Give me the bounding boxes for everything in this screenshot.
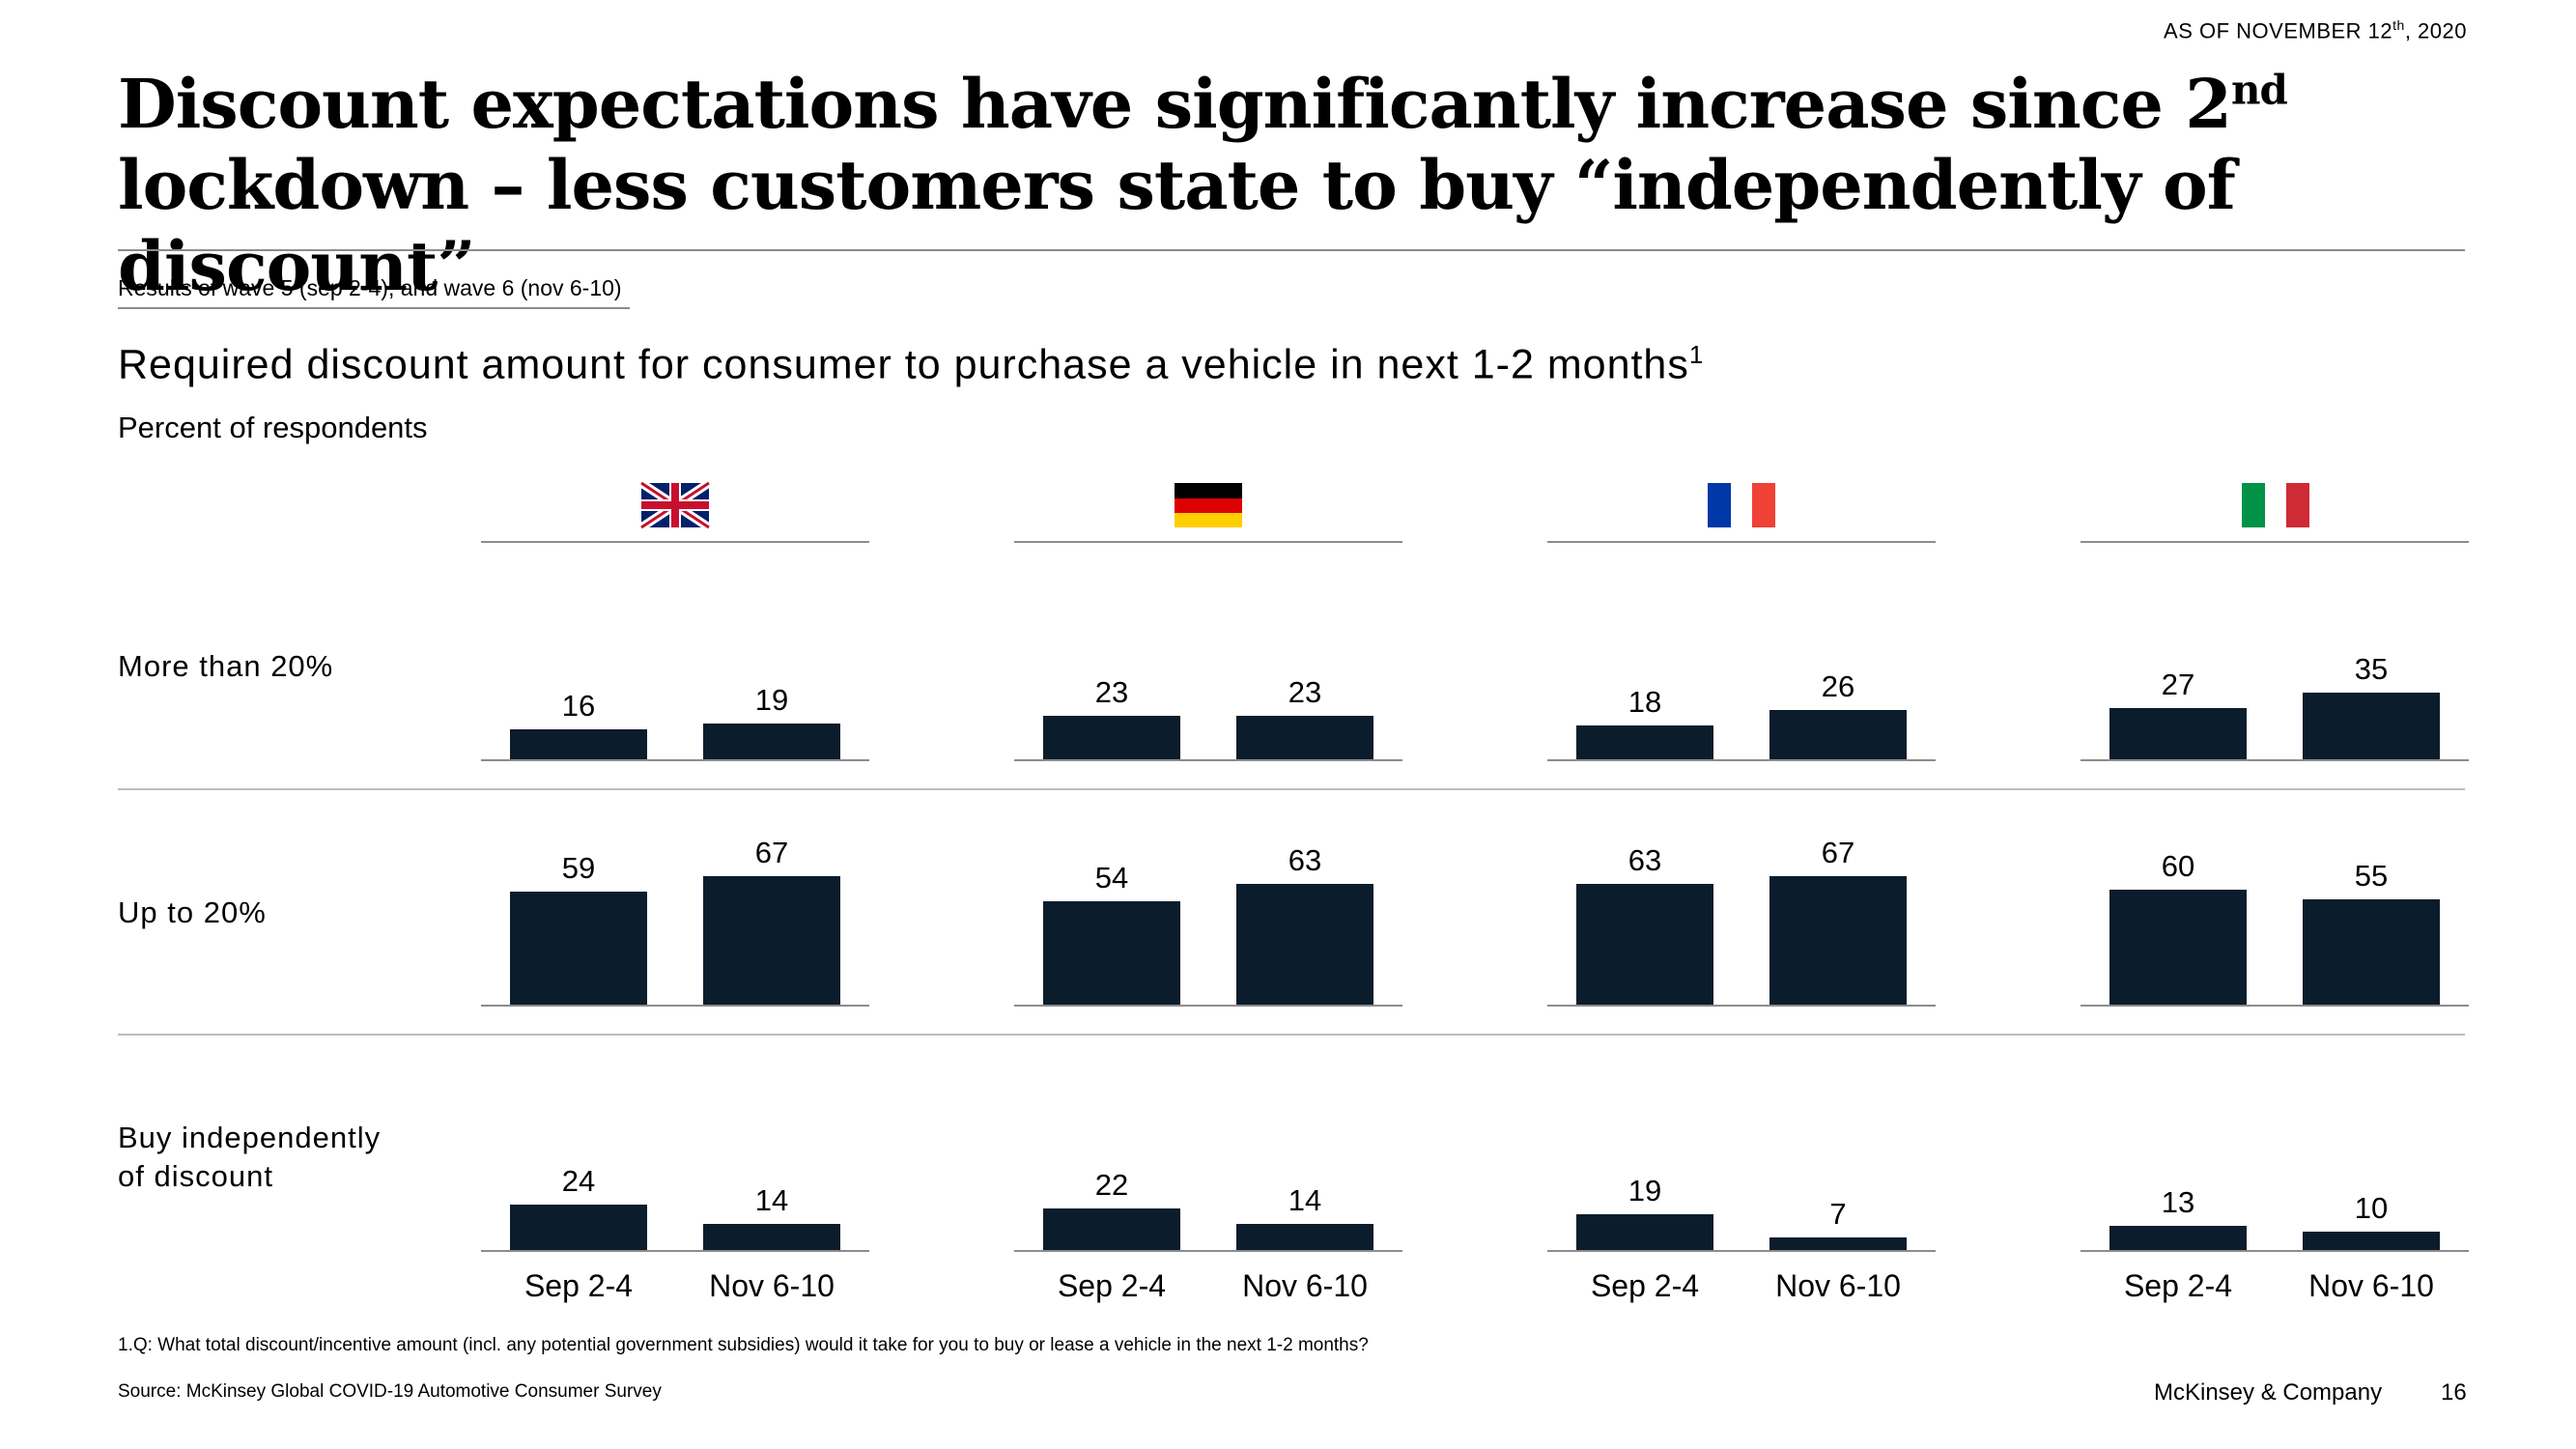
waves-label: Results of wave 5 (sep 2-4), and wave 6 … [118, 275, 630, 309]
chart-subtitle: Required discount amount for consumer to… [118, 340, 1704, 388]
bar [1236, 884, 1373, 1006]
title-line2: lockdown – less customers state to buy “… [118, 145, 2236, 306]
row-divider-2 [118, 1034, 2465, 1036]
bar [1043, 1208, 1180, 1251]
data-label: 60 [2162, 849, 2194, 883]
france-flag-icon [1708, 483, 1775, 527]
bar [1769, 1237, 1907, 1251]
as-of-prefix: AS OF NOVEMBER 12 [2164, 18, 2393, 43]
bar [1576, 725, 1713, 760]
row-divider-1 [118, 788, 2465, 790]
italy-flag-icon [2242, 483, 2309, 527]
bar [2303, 693, 2440, 760]
data-label: 14 [755, 1183, 788, 1217]
bar [1576, 884, 1713, 1006]
data-label: 63 [1288, 843, 1321, 877]
data-label: 23 [1095, 675, 1128, 709]
bar [2109, 890, 2247, 1006]
bar [2303, 1232, 2440, 1251]
bar [1576, 1214, 1713, 1251]
x-tick-label: Nov 6-10 [2308, 1268, 2434, 1303]
bar [703, 876, 840, 1006]
x-tick-label: Sep 2-4 [524, 1268, 633, 1303]
as-of-sup: th [2392, 17, 2405, 33]
data-label: 24 [562, 1164, 595, 1198]
data-label: 23 [1288, 675, 1321, 709]
x-tick-label: Nov 6-10 [1775, 1268, 1901, 1303]
x-tick-label: Sep 2-4 [2124, 1268, 2232, 1303]
x-tick-label: Sep 2-4 [1058, 1268, 1166, 1303]
data-label: 7 [1829, 1197, 1846, 1231]
data-label: 55 [2355, 859, 2388, 893]
data-label: 35 [2355, 652, 2388, 686]
data-label: 54 [1095, 861, 1128, 895]
as-of-date: AS OF NOVEMBER 12th, 2020 [2164, 17, 2467, 43]
bar [2109, 1226, 2247, 1251]
x-tick-label: Sep 2-4 [1591, 1268, 1699, 1303]
data-label: 22 [1095, 1168, 1128, 1202]
unit-label: Percent of respondents [118, 411, 428, 444]
source-note: Source: McKinsey Global COVID-19 Automot… [118, 1381, 662, 1402]
data-label: 59 [562, 851, 595, 885]
bar [1043, 901, 1180, 1006]
data-label: 16 [562, 689, 595, 723]
data-label: 13 [2162, 1185, 2194, 1219]
row-label-up-to-20: Up to 20% [118, 895, 267, 929]
title-sup: nd [2231, 66, 2288, 114]
brand-label: McKinsey & Company [2154, 1379, 2383, 1406]
bar [510, 1205, 647, 1251]
title-line1: Discount expectations have significantly… [118, 64, 2232, 144]
bar [1043, 716, 1180, 760]
bar [1769, 876, 1907, 1006]
bar [2303, 899, 2440, 1006]
uk-flag-icon [638, 479, 712, 531]
data-label: 67 [755, 836, 788, 869]
bar [510, 729, 647, 760]
footnote: 1.Q: What total discount/incentive amoun… [118, 1335, 1369, 1355]
x-tick-label: Nov 6-10 [1242, 1268, 1368, 1303]
x-tick-label: Nov 6-10 [709, 1268, 835, 1303]
row-label-line2: of discount [118, 1159, 273, 1193]
subtitle-text: Required discount amount for consumer to… [118, 341, 1689, 388]
title-divider [118, 249, 2465, 251]
row-label-line1: Buy independently [118, 1121, 382, 1154]
row-label-buy-independently: Buy independently of discount [118, 1119, 381, 1196]
data-label: 18 [1628, 685, 1661, 719]
data-label: 63 [1628, 843, 1661, 877]
data-label: 19 [1628, 1174, 1661, 1208]
bar [703, 1224, 840, 1251]
data-label: 27 [2162, 668, 2194, 701]
germany-flag-icon [1175, 483, 1242, 527]
bar [2109, 708, 2247, 760]
row-label-more-than-20: More than 20% [118, 649, 334, 683]
data-label: 10 [2355, 1191, 2388, 1225]
data-label: 26 [1822, 669, 1854, 703]
bar [1236, 716, 1373, 760]
data-label: 67 [1822, 836, 1854, 869]
page-title: Discount expectations have significantly… [118, 64, 2475, 307]
bar [1236, 1224, 1373, 1251]
subtitle-footnote-mark: 1 [1688, 340, 1705, 369]
page-number: 16 [2441, 1379, 2467, 1406]
bar [510, 892, 647, 1006]
data-label: 19 [755, 683, 788, 717]
data-label: 14 [1288, 1183, 1321, 1217]
as-of-suffix: , 2020 [2404, 18, 2467, 43]
bar [703, 724, 840, 760]
bar [1769, 710, 1907, 760]
